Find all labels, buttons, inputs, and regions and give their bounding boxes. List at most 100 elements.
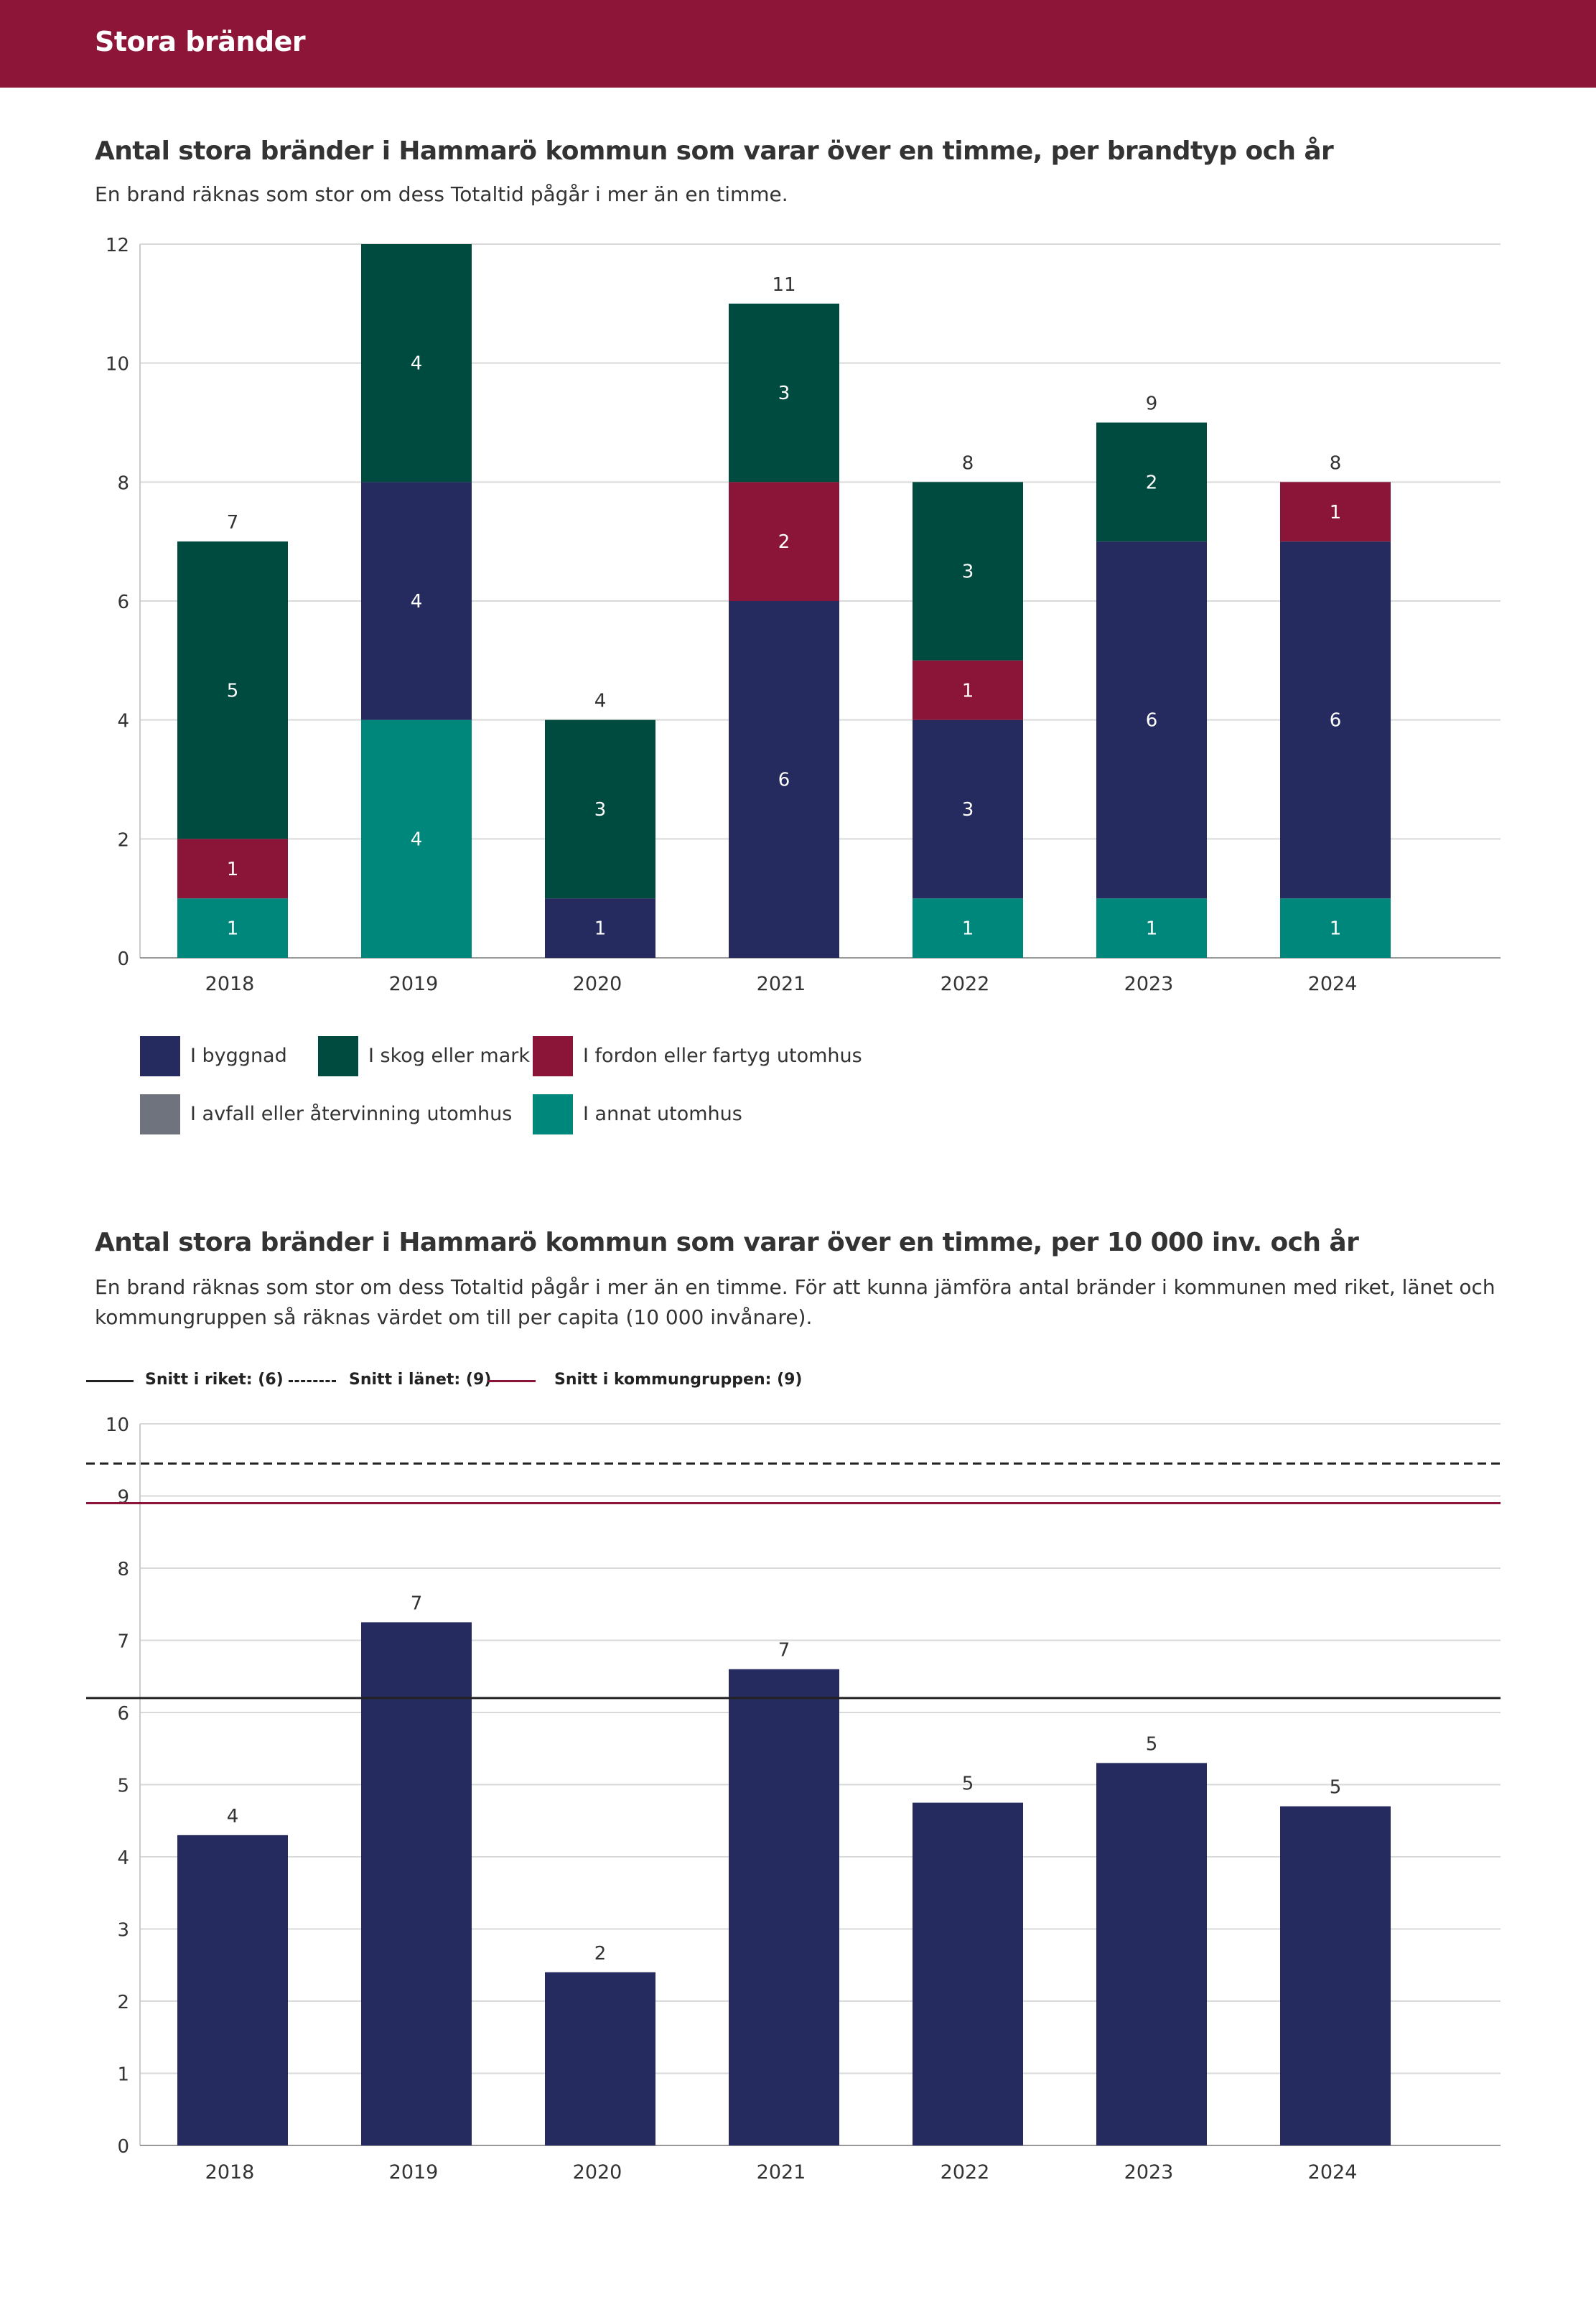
- legend-label-skog: I skog eller mark: [368, 1045, 531, 1067]
- chart2-ytick-label: 6: [117, 1703, 129, 1725]
- chart1-segment-label: 3: [962, 799, 974, 821]
- chart1-segment-label: 5: [227, 680, 239, 702]
- chart2-ytick-label: 3: [117, 1920, 129, 1942]
- chart2-bar-2021: [729, 1669, 839, 2145]
- chart2-value-label: 5: [1146, 1733, 1158, 1755]
- chart2-ytick-label: 0: [117, 2136, 129, 2158]
- chart1-segment-label: 4: [411, 353, 423, 375]
- chart1-total-label: 9: [1146, 393, 1158, 415]
- chart1-bar-i-annat-utomhus-2023: [1096, 898, 1207, 958]
- chart1-segment-label: 1: [962, 918, 974, 940]
- chart1-total-label: 4: [594, 691, 607, 712]
- chart1-title: Antal stora bränder i Hammarö kommun som…: [95, 136, 1334, 166]
- legend-label-byggnad: I byggnad: [190, 1045, 287, 1067]
- chart1-segment-label: 3: [962, 561, 974, 583]
- chart1-bar-i-byggnad-2020: [545, 898, 655, 958]
- chart1-bar-i-fordon-eller-fartyg-utomhus-2018: [177, 839, 288, 899]
- chart2-xtick-label: 2023: [1124, 2161, 1174, 2184]
- chart2-value-label: 7: [411, 1593, 423, 1614]
- chart1-bar-i-skog-eller-mark-2022: [913, 482, 1023, 661]
- chart1-segment-label: 6: [1330, 710, 1342, 732]
- chart1-bar-i-annat-utomhus-2019: [361, 719, 472, 958]
- chart2-bar: 0 1 2 3 4 5 6 7 8 9 10 4 2018 7 2019 2 2020 7 2021 5 2022 5 20…: [86, 1415, 1501, 2184]
- chart2-xtick-label: 2020: [573, 2161, 622, 2184]
- chart1-bar-i-fordon-eller-fartyg-utomhus-2021: [729, 482, 839, 601]
- chart1-segment-label: 2: [778, 531, 790, 553]
- chart2-bar-2022: [913, 1802, 1023, 2145]
- legend-label-fordon: I fordon eller fartyg utomhus: [583, 1045, 862, 1067]
- chart1-bar-i-byggnad-2024: [1280, 541, 1391, 899]
- chart2-ytick-label: 1: [117, 2064, 129, 2086]
- chart1-segment-label: 1: [1330, 502, 1342, 523]
- legend-swatch-annat: [533, 1094, 573, 1134]
- chart1-bar-i-fordon-eller-fartyg-utomhus-2024: [1280, 482, 1391, 542]
- chart1-segment-label: 4: [411, 829, 423, 850]
- line-sample-riket: [86, 1380, 134, 1382]
- chart2-ytick-label: 7: [117, 1631, 129, 1653]
- chart2-xtick-label: 2024: [1308, 2161, 1358, 2184]
- line-sample-lanet: [289, 1380, 336, 1382]
- line-legend-label-riket: Snitt i riket: (6): [145, 1371, 284, 1389]
- chart2-xtick-label: 2018: [205, 2161, 255, 2184]
- chart1-segment-label: 1: [227, 918, 239, 940]
- chart2-value-label: 5: [1330, 1777, 1342, 1799]
- chart2-bar-2023: [1096, 1763, 1207, 2145]
- chart1-segment-label: 1: [962, 680, 974, 702]
- chart2-bar-2020: [545, 1972, 655, 2145]
- chart1-segment-label: 6: [1146, 710, 1158, 732]
- line-legend-label-kommungrupp: Snitt i kommungruppen: (9): [554, 1371, 803, 1389]
- chart2-title: Antal stora bränder i Hammarö kommun som…: [95, 1228, 1359, 1257]
- chart2-bar-2019: [361, 1622, 472, 2145]
- chart1-bar-i-skog-eller-mark-2020: [545, 719, 655, 899]
- chart2-subtitle: En brand räknas som stor om dess Totalti…: [95, 1272, 1516, 1333]
- chart1-ytick-label: 8: [117, 472, 129, 494]
- chart1-total-label: 8: [962, 452, 974, 474]
- line-legend-label-lanet: Snitt i länet: (9): [349, 1371, 492, 1389]
- chart2-bar-2024: [1280, 1806, 1391, 2145]
- legend-swatch-fordon: [533, 1036, 573, 1076]
- chart2-value-label: 2: [594, 1943, 607, 1965]
- chart1-segment-label: 4: [411, 591, 423, 612]
- header-banner: Stora bränder: [0, 0, 1596, 88]
- chart1-total-label: 8: [1330, 452, 1342, 474]
- chart1-bar-i-skog-eller-mark-2023: [1096, 422, 1207, 542]
- chart2-xtick-label: 2019: [389, 2161, 439, 2184]
- chart1-subtitle: En brand räknas som stor om dess Totalti…: [95, 182, 788, 206]
- chart2-subtitle-line2: kommungruppen så räknas värdet om till p…: [95, 1305, 813, 1329]
- chart2-ytick-label: 5: [117, 1776, 129, 1797]
- legend-swatch-avfall: [140, 1094, 180, 1134]
- chart1-bar-i-annat-utomhus-2022: [913, 898, 1023, 958]
- chart1-bar-i-byggnad-2019: [361, 482, 472, 720]
- chart2-ytick-label: 8: [117, 1559, 129, 1580]
- chart1-ytick-label: 2: [117, 829, 129, 851]
- chart2-ytick-label: 9: [117, 1487, 129, 1509]
- chart1-total-label: 7: [227, 512, 239, 533]
- chart1-total-label: 11: [772, 274, 795, 296]
- chart1-bar-i-byggnad-2021: [729, 601, 839, 958]
- chart2-ytick-label: 2: [117, 1992, 129, 2013]
- chart1-xtick-label: 2022: [941, 973, 990, 995]
- legend-swatch-byggnad: [140, 1036, 180, 1076]
- chart1-segment-label: 6: [778, 770, 790, 791]
- chart1-xtick-label: 2020: [573, 973, 622, 995]
- chart1-stacked-bar: 0246810121157201844420191342020623112021…: [106, 235, 1501, 995]
- chart2-xtick-label: 2021: [757, 2161, 806, 2184]
- chart2-ytick-label: 10: [106, 1415, 129, 1436]
- chart1-bar-i-byggnad-2022: [913, 719, 1023, 899]
- legend-label-annat: I annat utomhus: [583, 1103, 742, 1125]
- chart1-xtick-label: 2019: [389, 973, 439, 995]
- chart1-bar-i-skog-eller-mark-2021: [729, 303, 839, 483]
- chart1-xtick-label: 2024: [1308, 973, 1358, 995]
- chart1-xtick-label: 2021: [757, 973, 806, 995]
- chart2-value-label: 4: [227, 1806, 239, 1827]
- chart2-bar-2018: [177, 1835, 288, 2145]
- legend-swatch-skog: [318, 1036, 358, 1076]
- line-sample-kommungrupp: [488, 1380, 536, 1382]
- chart1-ytick-label: 4: [117, 711, 129, 732]
- chart1-segment-label: 1: [594, 918, 607, 940]
- chart1-ytick-label: 6: [117, 592, 129, 613]
- chart2-xtick-label: 2022: [941, 2161, 990, 2184]
- chart1-bar-i-skog-eller-mark-2019: [361, 244, 472, 483]
- chart1-ytick-label: 10: [106, 354, 129, 376]
- chart1-bar-i-skog-eller-mark-2018: [177, 541, 288, 839]
